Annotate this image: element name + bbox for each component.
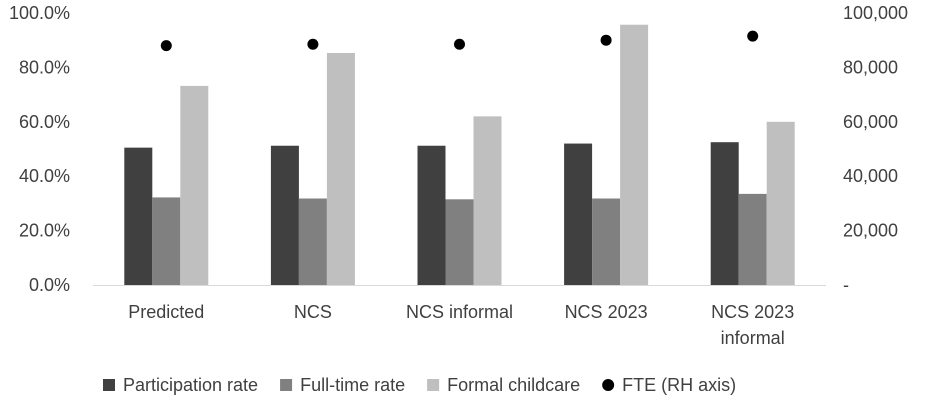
legend-marker (602, 379, 615, 391)
x-category-label: informal (721, 328, 785, 348)
bar-participation-rate (124, 147, 153, 285)
y-right-tick-label: 100,000 (843, 3, 908, 23)
bar-formal-childcare (766, 121, 795, 285)
bar-formal-childcare (180, 85, 209, 286)
x-category-label: NCS informal (406, 302, 513, 322)
y-right-tick-label: 60,000 (843, 112, 898, 132)
bar-participation-rate (270, 145, 299, 285)
y-left-tick-label: 100.0% (9, 3, 70, 23)
y-right-tick-label: 20,000 (843, 221, 898, 241)
fte-point (454, 38, 465, 50)
fte-point (307, 38, 319, 50)
y-left-tick-label: 0.0% (29, 275, 70, 295)
bar-participation-rate (564, 143, 593, 285)
x-category-label: Predicted (128, 302, 204, 322)
y-right-tick-label: 40,000 (843, 166, 898, 186)
legend-marker (103, 379, 115, 391)
y-left-tick-label: 40.0% (19, 166, 70, 186)
legend-label: FTE (RH axis) (622, 375, 736, 395)
bar-full-time-rate (298, 198, 327, 285)
bar-participation-rate (710, 142, 739, 285)
x-category-label: NCS (294, 302, 332, 322)
legend-label: Participation rate (123, 375, 258, 395)
x-category-label: NCS 2023 (565, 302, 648, 322)
bar-full-time-rate (445, 199, 474, 285)
fte-point (600, 34, 612, 46)
bar-full-time-rate (738, 193, 767, 285)
bar-formal-childcare (326, 52, 355, 285)
bar-full-time-rate (152, 197, 181, 285)
fte-point (747, 30, 759, 42)
bar-full-time-rate (592, 198, 621, 285)
legend-marker (280, 379, 293, 391)
y-left-tick-label: 60.0% (19, 112, 70, 132)
bar-formal-childcare (473, 116, 502, 285)
legend-label: Full-time rate (300, 375, 405, 395)
fte-point (160, 40, 172, 52)
y-right-tick-label: 80,000 (843, 57, 898, 77)
y-right-tick-label: - (843, 275, 849, 295)
legend-marker (427, 379, 440, 391)
bar-formal-childcare (620, 24, 649, 286)
x-category-label: NCS 2023 (711, 302, 794, 322)
legend-label: Formal childcare (447, 375, 580, 395)
y-left-tick-label: 80.0% (19, 57, 70, 77)
y-left-tick-label: 20.0% (19, 221, 70, 241)
bar-participation-rate (417, 145, 446, 285)
